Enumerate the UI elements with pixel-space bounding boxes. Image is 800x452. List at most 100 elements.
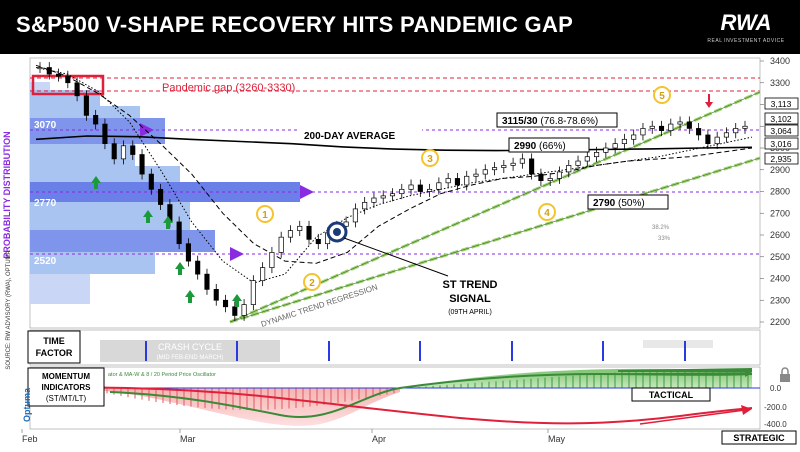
candle-body: [677, 121, 683, 125]
optuma-brand: Optuma: [22, 387, 32, 422]
tactical-label: TACTICAL: [649, 390, 694, 400]
series-lines: [35, 64, 753, 284]
candle-body: [723, 132, 729, 138]
candle-body: [612, 143, 618, 149]
signal-date-label: (09TH APRIL): [448, 309, 492, 316]
y-tick-label: 3400: [770, 56, 790, 66]
candle-body: [204, 273, 210, 290]
candle-body: [102, 123, 108, 144]
page-title: S&P500 V-SHAPE RECOVERY HITS PANDEMIC GA…: [16, 12, 574, 37]
time-factor-markers: [145, 341, 686, 361]
y-tick-label: 2400: [770, 274, 790, 284]
candle-body: [547, 178, 553, 181]
rwa-logo: RWA REAL INVESTMENT ADVICE: [700, 8, 792, 48]
candle-body: [352, 208, 358, 223]
candle-body: [148, 173, 154, 190]
candle-body: [575, 160, 581, 166]
candle-body: [566, 165, 572, 173]
candle-body: [705, 134, 711, 144]
candle-body: [556, 171, 563, 179]
probability-axis-label: PROBABILITY DISTRIBUTION: [2, 131, 12, 258]
date-axis: Feb Mar Apr May: [21, 429, 566, 444]
right-value-badge: [764, 97, 799, 110]
header-bar: S&P500 V-SHAPE RECOVERY HITS PANDEMIC GA…: [0, 0, 800, 54]
badge-1: 1: [256, 205, 274, 223]
right-value-text: 2,935: [770, 154, 792, 164]
candle-body: [315, 239, 321, 245]
candle-body: [195, 260, 201, 275]
right-value-text: 3,016: [770, 139, 792, 149]
right-value-text: 3,102: [770, 114, 792, 124]
chart-area: 2200230024002500260027002800290030003100…: [2, 56, 799, 445]
candle-body: [603, 147, 609, 153]
lock-icon[interactable]: [780, 367, 790, 382]
level-3070-label: 3070: [34, 120, 57, 131]
candle-body: [37, 67, 43, 70]
badge-3: 3: [421, 149, 439, 167]
logo-text: RWA: [720, 10, 772, 35]
svg-text:1: 1: [262, 210, 268, 221]
signal-label: SIGNAL: [449, 293, 491, 305]
candle-body: [658, 125, 665, 131]
candle-body: [510, 162, 516, 166]
candle-body: [250, 280, 256, 305]
momentum-tick-0: 0.0: [770, 384, 782, 393]
time-factor-label-1: TIME: [43, 336, 65, 346]
candle-body: [529, 158, 535, 175]
target-1-label: 3115/30 (76.8-78.6%): [502, 116, 598, 127]
candle-body: [83, 95, 89, 116]
buy-arrows: [91, 176, 242, 307]
svg-text:4: 4: [544, 208, 550, 219]
st-trend-marker: [326, 221, 449, 277]
candle-body: [74, 82, 80, 97]
crash-cycle-label: CRASH CYCLE: [158, 342, 222, 352]
momentum-legend: ator & MA-W & 8 / 20 Period Price Oscill…: [108, 372, 216, 378]
candle-body: [260, 267, 266, 282]
right-value-text: 3,113: [771, 99, 792, 109]
y-tick-label: 2300: [770, 295, 790, 305]
candle-body: [287, 230, 294, 238]
candle-body: [640, 128, 646, 136]
candle-body: [538, 173, 544, 181]
y-tick-label: 2500: [770, 252, 790, 262]
svg-text:3: 3: [427, 154, 433, 165]
candle-body: [269, 252, 275, 268]
momentum-histogram: [29, 368, 760, 426]
level-2520-label: 2520: [34, 256, 57, 267]
candle-body: [427, 188, 433, 192]
candle-body: [696, 128, 702, 136]
candle-body: [594, 152, 600, 158]
svg-text:5: 5: [659, 91, 665, 102]
candle-body: [445, 178, 451, 184]
candle-body: [93, 115, 99, 125]
momentum-box: [27, 367, 105, 407]
badge-4: 4: [538, 203, 556, 221]
x-tick-label: Feb: [22, 434, 38, 444]
right-value-badge: [764, 112, 799, 125]
right-value-badge: [764, 137, 799, 150]
candle-body: [306, 225, 312, 240]
sell-arrow: [705, 94, 713, 108]
candle-body: [631, 134, 637, 140]
time-factor-label-2: FACTOR: [36, 348, 73, 358]
strategic-box: [721, 430, 797, 445]
candle-body: [120, 145, 127, 160]
y-tick-label: 2200: [770, 317, 790, 327]
candle-body: [399, 188, 405, 195]
y-tick-label: 2800: [770, 187, 790, 197]
candle-body: [742, 125, 748, 129]
candle-body: [417, 184, 423, 192]
candle-body: [501, 165, 507, 168]
badge-2: 2: [303, 273, 321, 291]
candle-body: [130, 145, 136, 155]
candle-body: [158, 188, 164, 205]
right-value-badge: [764, 124, 799, 137]
x-tick-label: May: [548, 434, 566, 444]
source-label: SOURCE: RW ADVISORY (RWA), OPTUMA: [6, 250, 12, 369]
level-2770-label: 2770: [34, 198, 57, 209]
right-value-badges: 3,113 3,102 3,064 3,016 2,935: [764, 97, 799, 165]
tactical-box: [631, 387, 711, 402]
candle-body: [473, 173, 479, 177]
time-factor-band-2: [643, 340, 713, 348]
candle-body: [408, 184, 414, 190]
